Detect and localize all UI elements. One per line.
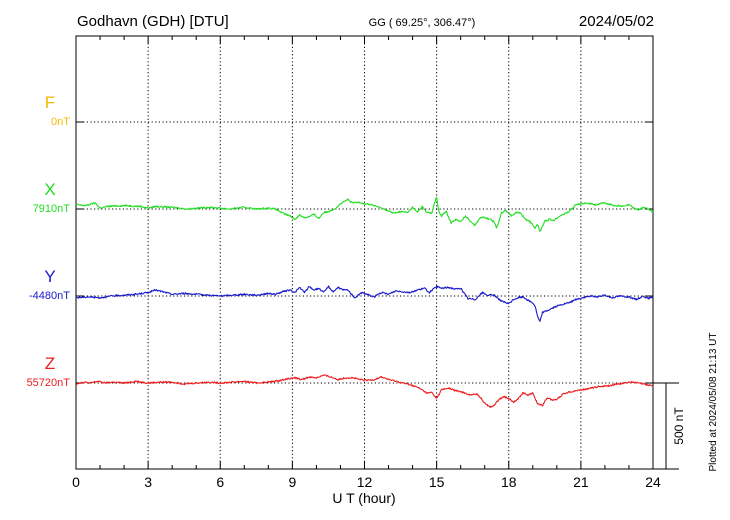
date-label: 2024/05/02 — [579, 13, 654, 30]
series-baseline-z: 55720nT — [27, 377, 71, 389]
station-title: Godhavn (GDH) [DTU] — [77, 13, 229, 30]
scale-bar-label: 500 nT — [672, 407, 686, 445]
plotted-note: Plotted at 2024/05/08 21:13 UT — [708, 333, 719, 472]
x-tick-label: 12 — [357, 474, 373, 490]
x-tick-label: 6 — [216, 474, 224, 490]
x-tick-label: 9 — [288, 474, 296, 490]
series-name-y: Y — [44, 267, 55, 286]
x-tick-label: 3 — [144, 474, 152, 490]
series-layer — [75, 196, 654, 408]
series-line-x — [75, 196, 654, 232]
scale-bar: 500 nT — [653, 382, 686, 470]
series-name-x: X — [44, 180, 55, 199]
x-tick-label: 18 — [501, 474, 517, 490]
x-tick-label: 0 — [72, 474, 80, 490]
axis-ticks: 0 3 6 9 12 15 18 21 24 — [72, 36, 661, 490]
grid-lines — [76, 36, 653, 469]
series-line-y — [75, 285, 654, 322]
x-tick-label: 15 — [429, 474, 445, 490]
coords-label: GG ( 69.25°, 306.47°) — [369, 17, 476, 29]
series-line-z — [75, 374, 654, 408]
x-axis-label: U T (hour) — [332, 490, 395, 506]
series-baseline-y: -4480nT — [29, 290, 70, 302]
series-labels: F 0nT X 7910nT Y -4480nT Z 55720nT — [27, 93, 71, 389]
x-tick-label: 21 — [573, 474, 589, 490]
series-baseline-x: 7910nT — [33, 203, 71, 215]
series-baseline-f: 0nT — [51, 116, 70, 128]
series-name-z: Z — [45, 354, 55, 373]
series-name-f: F — [45, 93, 55, 112]
x-tick-label: 24 — [645, 474, 661, 490]
